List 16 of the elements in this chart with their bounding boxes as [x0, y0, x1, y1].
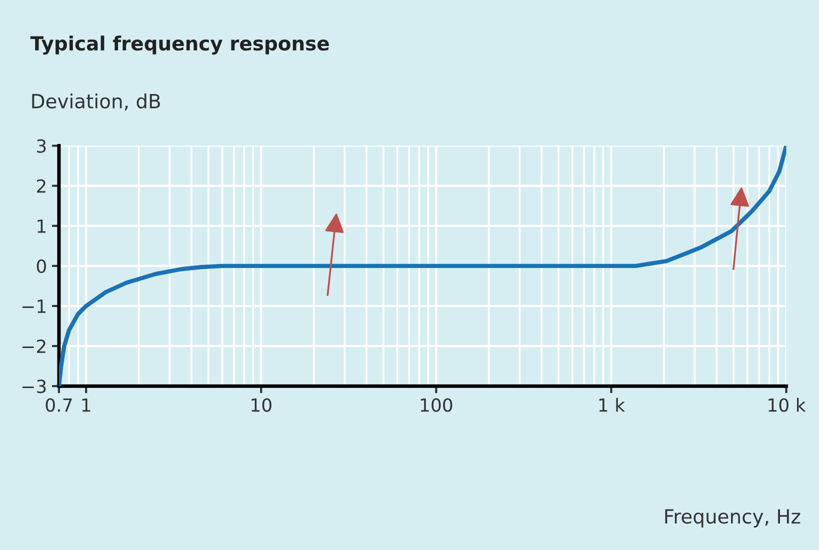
y-tick-label: 1 [38, 220, 46, 233]
y-axis-title: Deviation, dB [32, 93, 160, 110]
y-tick-label: 0 [36, 259, 46, 274]
y-tick-label: −2 [22, 340, 46, 353]
x-tick-label: 10 [252, 398, 272, 412]
x-tick-label: 0.7 [46, 398, 72, 412]
y-tick-label: −1 [22, 300, 46, 313]
x-tick-label: 100 [420, 398, 452, 412]
y-tick-label: −3 [22, 380, 46, 394]
chart-title: Typical frequency response [30, 36, 329, 55]
y-tick-label: 3 [37, 139, 46, 153]
x-tick-label: 1 [82, 398, 90, 412]
y-tick-label: 2 [37, 179, 46, 193]
text: Frequency, Hz [665, 509, 800, 528]
x-tick-label: 1 k [599, 398, 625, 412]
x-tick-label: 10 k [768, 398, 806, 412]
